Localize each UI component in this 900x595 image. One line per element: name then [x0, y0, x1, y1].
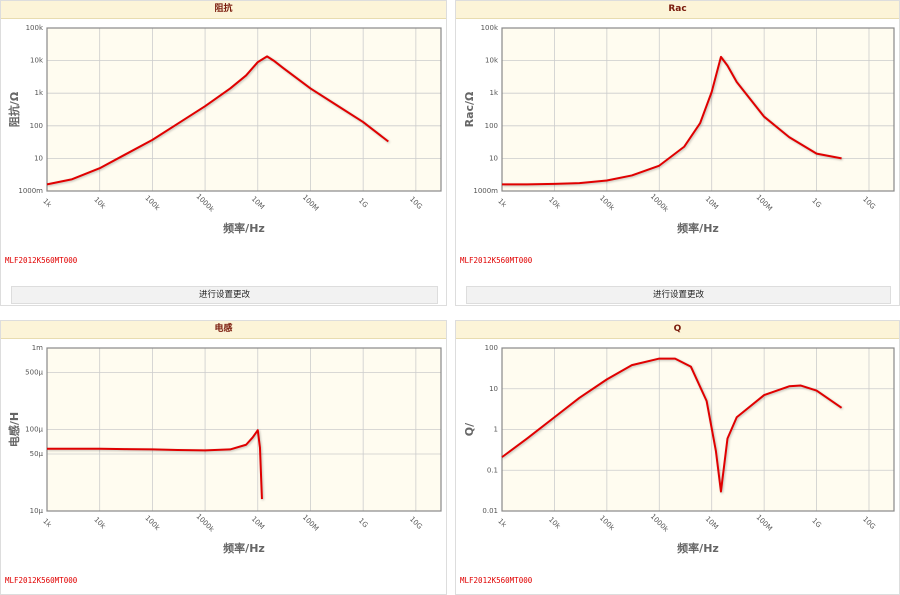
x-tick-label: 10M — [704, 515, 720, 531]
x-tick-label: 10k — [547, 516, 562, 531]
plot-border — [46, 347, 442, 512]
x-tick-label: 1000k — [649, 192, 671, 214]
x-tick-label: 10G — [861, 515, 877, 531]
x-tick-label: 10G — [408, 195, 424, 211]
y-tick-label: 1000m — [473, 187, 498, 195]
y-axis-label: Q/ — [463, 422, 476, 436]
y-tick-label: 10k — [30, 57, 44, 65]
y-tick-label: 1k — [34, 89, 43, 97]
y-tick-label: 0.1 — [487, 466, 498, 474]
x-tick-label: 1G — [810, 517, 823, 530]
y-tick-label: 100k — [481, 24, 499, 32]
x-tick-label: 10k — [547, 196, 562, 211]
x-tick-label: 1000k — [195, 192, 217, 214]
y-tick-label: 1 — [494, 426, 498, 434]
x-tick-label: 100M — [754, 513, 773, 532]
y-tick-label: 50µ — [30, 450, 44, 458]
y-tick-label: 10 — [489, 154, 498, 162]
part-number: MLF2012K560MT000 — [5, 576, 78, 585]
x-tick-label: 1G — [810, 197, 823, 210]
x-tick-label: 100k — [143, 514, 162, 533]
chart: 10µ 50µ 100µ 500µ 1m 1k 10k 100k 1000k 10M 100M 1G 1… — [7, 344, 442, 555]
x-tick-label: 10k — [92, 196, 107, 211]
y-tick-label: 10 — [489, 385, 498, 393]
x-tick-label: 100M — [301, 193, 320, 212]
chart: 1000m 10 100 1k 10k 100k 1k 10k 100k 1000k 10M 100M… — [463, 24, 895, 235]
part-number: MLF2012K560MT000 — [460, 576, 533, 585]
plot-area — [47, 28, 441, 191]
x-tick-label: 10G — [408, 515, 424, 531]
panel-title: 电感 — [1, 321, 446, 339]
x-tick-label: 1k — [496, 517, 508, 529]
y-tick-label: 1000m — [18, 187, 43, 195]
panel-title: Rac — [456, 1, 899, 19]
series-line — [501, 357, 843, 493]
y-axis-label: Rac/Ω — [463, 91, 476, 127]
panel: Q MLF2012K560MT000 0.01 0.1 1 10 100 1k 10k 100… — [455, 320, 900, 595]
x-tick-label: 100k — [598, 514, 617, 533]
series-line — [502, 55, 842, 186]
panel: 阻抗 MLF2012K560MT000 进行设置更改 1000m 10 100 1k 1… — [0, 0, 447, 306]
x-axis-label: 频率/Hz — [677, 541, 719, 555]
y-tick-label: 100µ — [25, 426, 43, 434]
x-tick-label: 10k — [92, 516, 107, 531]
panel-title: 阻抗 — [1, 1, 446, 19]
x-axis-label: 频率/Hz — [223, 541, 265, 555]
x-tick-label: 1000k — [195, 512, 217, 534]
x-tick-label: 1k — [41, 517, 53, 529]
y-tick-label: 500µ — [25, 369, 43, 377]
series-line — [47, 429, 263, 500]
x-axis-label: 频率/Hz — [223, 221, 265, 235]
plot-border — [46, 27, 442, 192]
plot-border — [501, 347, 895, 512]
x-tick-label: 1k — [496, 197, 508, 209]
y-tick-label: 100 — [485, 344, 498, 352]
x-tick-label: 1k — [41, 197, 53, 209]
y-axis-label: 阻抗/Ω — [7, 91, 21, 127]
settings-button[interactable]: 进行设置更改 — [466, 286, 891, 304]
y-tick-label: 1k — [489, 89, 498, 97]
x-tick-label: 100M — [754, 193, 773, 212]
y-tick-label: 10 — [34, 154, 43, 162]
x-tick-label: 10M — [250, 195, 266, 211]
y-tick-label: 1m — [32, 344, 43, 352]
x-axis-label: 频率/Hz — [677, 221, 719, 235]
x-tick-label: 1000k — [649, 512, 671, 534]
plot-area — [502, 28, 894, 191]
x-tick-label: 1G — [357, 197, 370, 210]
chart: 0.01 0.1 1 10 100 1k 10k 100k 1000k 10M 100M 1G 10G Q… — [463, 344, 895, 555]
x-tick-label: 10G — [861, 195, 877, 211]
x-tick-label: 100k — [143, 194, 162, 213]
series-line — [46, 55, 389, 186]
panel: Rac MLF2012K560MT000 进行设置更改 1000m 10 100 1k… — [455, 0, 900, 306]
chart: 1000m 10 100 1k 10k 100k 1k 10k 100k 1000k 10M 100M… — [7, 24, 442, 235]
y-axis-label: 电感/H — [7, 412, 21, 447]
y-tick-label: 10k — [485, 57, 499, 65]
panel: 电感 MLF2012K560MT000 10µ 50µ 100µ 500µ 1m 1k 10… — [0, 320, 447, 595]
x-tick-label: 10M — [250, 515, 266, 531]
y-tick-label: 100 — [485, 122, 498, 130]
x-tick-label: 10M — [704, 195, 720, 211]
x-tick-label: 100M — [301, 513, 320, 532]
part-number: MLF2012K560MT000 — [460, 256, 533, 265]
part-number: MLF2012K560MT000 — [5, 256, 78, 265]
y-tick-label: 100 — [30, 122, 43, 130]
x-tick-label: 100k — [598, 194, 617, 213]
y-tick-label: 10µ — [30, 507, 44, 515]
x-tick-label: 1G — [357, 517, 370, 530]
plot-border — [501, 27, 895, 192]
settings-button[interactable]: 进行设置更改 — [11, 286, 438, 304]
y-tick-label: 100k — [26, 24, 44, 32]
y-tick-label: 0.01 — [482, 507, 498, 515]
panel-title: Q — [456, 321, 899, 339]
